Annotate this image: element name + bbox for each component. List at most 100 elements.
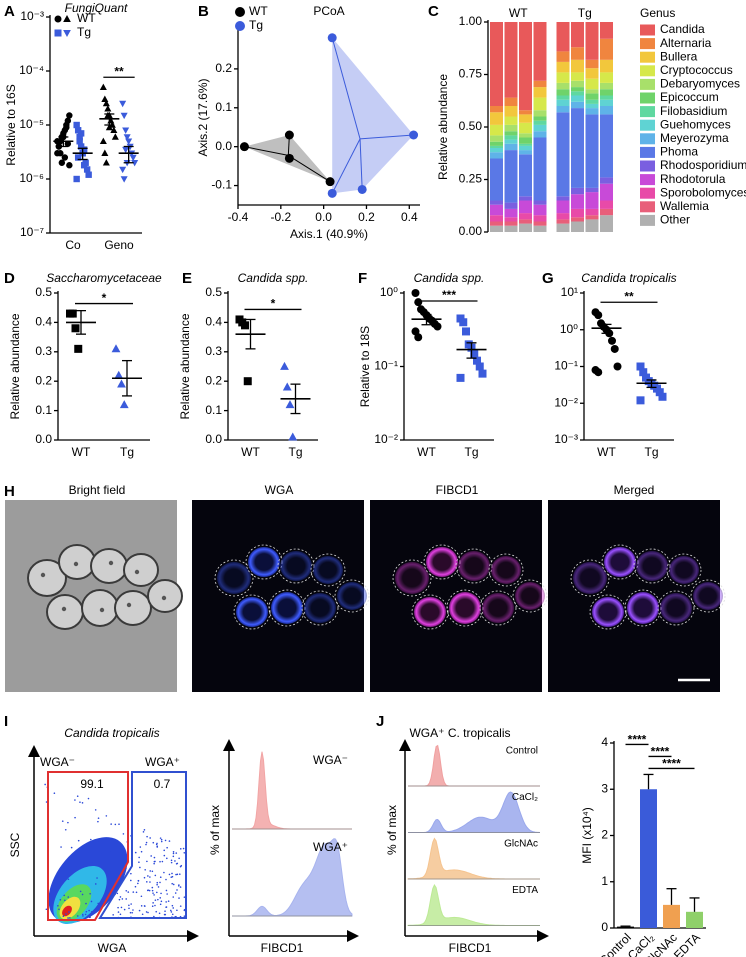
event xyxy=(110,823,112,825)
bar-segment xyxy=(504,97,518,106)
event xyxy=(106,861,109,864)
panel-label: E xyxy=(182,270,192,287)
legend-title: Genus xyxy=(640,6,675,20)
gate xyxy=(98,771,187,919)
panel-label: J xyxy=(376,713,384,730)
point xyxy=(57,150,64,157)
bar-segment xyxy=(571,208,584,218)
bar-segment xyxy=(533,120,547,125)
bar-segment xyxy=(571,95,584,102)
legend-marker xyxy=(54,29,62,37)
point xyxy=(80,162,88,169)
cell xyxy=(248,547,280,577)
legend-swatch xyxy=(640,160,655,172)
event xyxy=(120,906,123,909)
point xyxy=(459,318,468,327)
legend-swatch xyxy=(640,133,655,145)
x-tick-label: 0.4 xyxy=(401,210,418,224)
event xyxy=(172,855,175,858)
panel-label: D xyxy=(4,270,15,287)
y-tick-label: 3 xyxy=(601,781,608,795)
cell xyxy=(604,547,636,577)
x-axis-label: FIBCD1 xyxy=(449,941,492,955)
bar-segment xyxy=(600,59,613,73)
bar-segment xyxy=(585,192,599,209)
point xyxy=(282,382,292,391)
y-tick-label: 10⁻⁵ xyxy=(19,117,44,131)
event xyxy=(97,820,99,823)
event xyxy=(161,860,164,863)
bar-segment xyxy=(504,225,518,232)
event xyxy=(132,909,134,911)
bar-segment xyxy=(533,200,547,205)
y-tick-label: 10⁻⁴ xyxy=(19,63,44,77)
y-tick-label: 0 xyxy=(601,920,608,934)
event xyxy=(146,835,148,838)
cell xyxy=(414,597,446,627)
event xyxy=(152,902,154,904)
bar-segment xyxy=(585,215,599,220)
bar-segment xyxy=(556,51,570,62)
point xyxy=(129,154,137,162)
event xyxy=(112,914,114,916)
event xyxy=(79,890,82,893)
event xyxy=(70,846,73,849)
legend-swatch xyxy=(640,24,655,36)
event xyxy=(97,902,99,905)
chart-title: FungiQuant xyxy=(65,1,128,15)
event xyxy=(145,843,147,846)
event xyxy=(166,893,168,895)
point xyxy=(608,336,616,345)
event xyxy=(159,876,162,878)
bar-segment xyxy=(571,221,584,232)
legend-marker xyxy=(235,21,245,31)
event xyxy=(152,892,154,894)
event xyxy=(94,883,97,885)
event xyxy=(119,913,122,916)
bar-segment xyxy=(571,87,584,92)
legend-label: Rhodosporidium xyxy=(660,158,746,172)
gate xyxy=(47,771,129,921)
bar-segment xyxy=(556,106,570,113)
event xyxy=(59,898,62,901)
chart-title: Saccharomycetaceae xyxy=(46,271,162,285)
y-tick-label: 10⁻¹ xyxy=(554,359,578,373)
legend-label: Filobasidium xyxy=(660,104,727,118)
y-tick-label: 0.25 xyxy=(459,172,483,186)
y-tick-label: 10⁻⁶ xyxy=(19,171,44,185)
event xyxy=(149,881,151,883)
y-tick-label: 0.75 xyxy=(459,67,483,81)
bar-segment xyxy=(585,208,599,216)
gate-label: WGA⁺ xyxy=(145,755,180,769)
event xyxy=(179,865,182,868)
bar-segment xyxy=(490,225,503,232)
event xyxy=(122,833,125,835)
event xyxy=(155,910,158,913)
event xyxy=(157,898,159,901)
vacuole xyxy=(134,569,140,575)
histogram xyxy=(232,838,353,917)
legend-label: WT xyxy=(249,4,268,18)
bar-segment xyxy=(533,110,547,117)
point xyxy=(462,327,470,336)
bar-segment xyxy=(504,131,518,136)
point xyxy=(64,117,72,124)
image-title: Bright field xyxy=(69,483,126,497)
event xyxy=(94,809,97,811)
bar-segment xyxy=(600,215,613,232)
event xyxy=(164,839,167,842)
y-tick-label: 0.2 xyxy=(215,61,232,75)
legend-label: Bullera xyxy=(660,49,698,63)
event xyxy=(175,852,178,854)
event xyxy=(171,875,174,878)
event xyxy=(143,829,146,831)
bar-segment xyxy=(490,215,503,222)
bar-segment xyxy=(585,114,599,188)
bar-segment xyxy=(519,145,532,151)
event xyxy=(154,899,157,901)
event xyxy=(111,860,114,862)
cell xyxy=(449,592,481,624)
vacuole xyxy=(99,607,105,613)
significance-label: ** xyxy=(114,64,124,78)
point xyxy=(104,105,112,112)
